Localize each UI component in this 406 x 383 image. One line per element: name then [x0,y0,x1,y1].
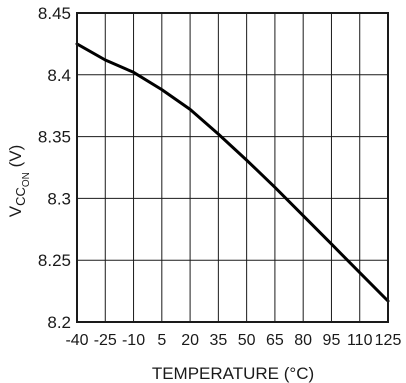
x-tick-label: 125 [375,332,402,349]
x-tick-label: 5 [157,332,166,349]
grid-lines [77,13,388,322]
y-tick-labels: 8.2 8.25 8.3 8.35 8.4 8.45 [38,4,71,332]
y-axis-label-main: V [6,205,25,217]
y-tick-label: 8.3 [47,189,71,208]
x-tick-label: 80 [294,332,312,349]
x-tick-label: 20 [181,332,199,349]
y-tick-label: 8.2 [47,313,71,332]
y-axis-label: VCCON (V) [6,145,32,218]
y-tick-label: 8.35 [38,128,71,147]
y-tick-label: 8.25 [38,251,71,270]
y-axis-label-sub: CC [13,187,28,206]
x-tick-label: -40 [65,332,88,349]
x-tick-label: 95 [323,332,341,349]
x-tick-label: 50 [238,332,256,349]
y-tick-label: 8.4 [47,66,71,85]
x-tick-labels: -40 -25 -10 5 20 35 50 65 80 95 110 125 [65,332,401,349]
x-tick-label: -25 [94,332,117,349]
x-axis-label: TEMPERATURE (°C) [152,364,314,383]
x-tick-label: -10 [122,332,145,349]
x-tick-label: 65 [266,332,284,349]
series-line [75,42,390,303]
x-tick-label: 35 [209,332,227,349]
y-tick-label: 8.45 [38,4,71,23]
y-axis-label-unit: (V) [6,145,25,172]
y-axis-label-subsub: ON [21,172,32,187]
series-layer [75,42,390,303]
plot-frame [76,12,389,323]
x-tick-label: 110 [347,332,373,349]
